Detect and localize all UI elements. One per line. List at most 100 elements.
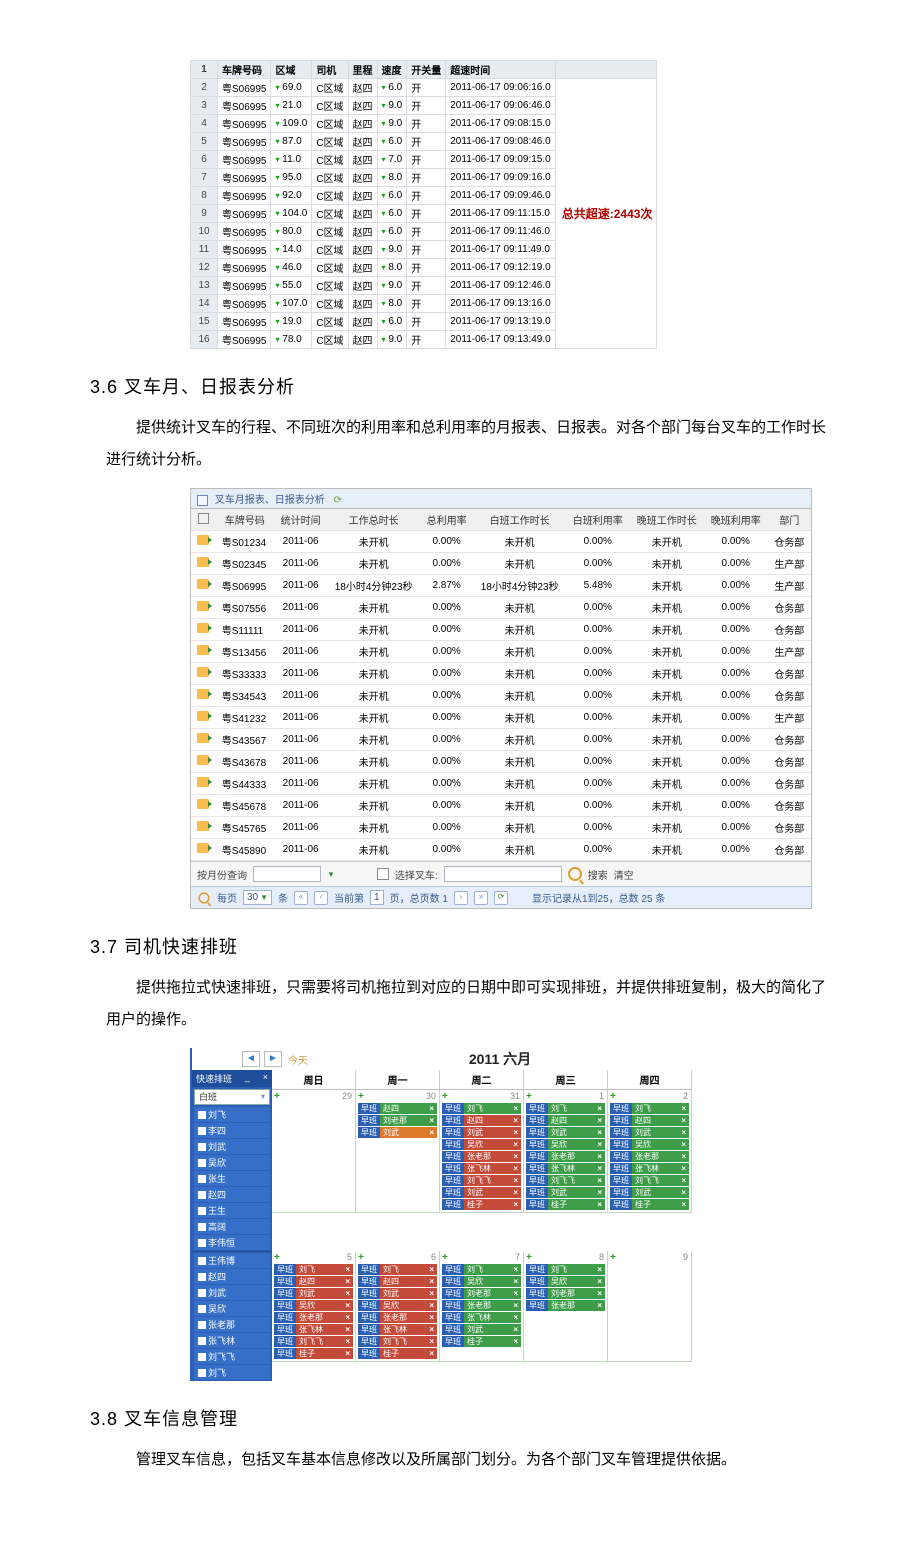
- shift-chip[interactable]: 早班刘武×: [358, 1288, 437, 1299]
- calendar-cell[interactable]: +1早班刘飞×早班赵四×早班刘武×早班吴欣×早班张老那×早班张飞林×早班刘飞飞×…: [524, 1090, 608, 1212]
- driver-item[interactable]: 赵四: [194, 1187, 270, 1202]
- add-icon[interactable]: +: [442, 1091, 448, 1102]
- shift-chip[interactable]: 早班吴欣×: [442, 1276, 521, 1287]
- shift-chip[interactable]: 早班刘武×: [610, 1187, 689, 1198]
- chip-close-icon[interactable]: ×: [597, 1151, 602, 1162]
- tab-refresh-icon[interactable]: ⟳: [334, 495, 342, 506]
- shift-chip[interactable]: 早班刘飞×: [442, 1103, 521, 1114]
- add-icon[interactable]: +: [610, 1252, 616, 1263]
- shift-chip[interactable]: 早班刘武×: [526, 1187, 605, 1198]
- driver-item[interactable]: 王生: [194, 1203, 270, 1218]
- shift-chip[interactable]: 早班张飞林×: [610, 1163, 689, 1174]
- chip-close-icon[interactable]: ×: [597, 1115, 602, 1126]
- shift-chip[interactable]: 早班刘飞飞×: [526, 1175, 605, 1186]
- driver-item[interactable]: 张生: [194, 1171, 270, 1186]
- chip-close-icon[interactable]: ×: [429, 1312, 434, 1323]
- chip-close-icon[interactable]: ×: [345, 1288, 350, 1299]
- pager-last[interactable]: »: [474, 891, 488, 905]
- driver-item[interactable]: 张老那: [194, 1317, 270, 1332]
- report-row[interactable]: 粤S443332011-06未开机0.00%未开机0.00%未开机0.00%仓务…: [191, 773, 811, 795]
- shift-chip[interactable]: 早班桂子×: [358, 1348, 437, 1359]
- calendar-cell[interactable]: +30早班赵四×早班刘老那×早班刘武×: [356, 1090, 440, 1212]
- shift-chip[interactable]: 早班桂子×: [274, 1348, 353, 1359]
- add-icon[interactable]: +: [274, 1091, 280, 1102]
- report-row[interactable]: 粤S333332011-06未开机0.00%未开机0.00%未开机0.00%仓务…: [191, 663, 811, 685]
- calendar-cell[interactable]: +29: [272, 1090, 356, 1212]
- add-icon[interactable]: +: [358, 1252, 364, 1263]
- report-row[interactable]: 粤S069952011-0618小时4分钟23秒2.87%18小时4分钟23秒5…: [191, 575, 811, 597]
- chip-close-icon[interactable]: ×: [681, 1127, 686, 1138]
- sched-next-button[interactable]: ►: [264, 1051, 282, 1067]
- report-row[interactable]: 粤S111112011-06未开机0.00%未开机0.00%未开机0.00%仓务…: [191, 619, 811, 641]
- chip-close-icon[interactable]: ×: [681, 1115, 686, 1126]
- driver-item[interactable]: 吴欣: [194, 1301, 270, 1316]
- chip-close-icon[interactable]: ×: [597, 1163, 602, 1174]
- search-icon[interactable]: [568, 867, 582, 881]
- report-row[interactable]: 粤S345432011-06未开机0.00%未开机0.00%未开机0.00%仓务…: [191, 685, 811, 707]
- report-row[interactable]: 粤S412322011-06未开机0.00%未开机0.00%未开机0.00%生产…: [191, 707, 811, 729]
- report-row[interactable]: 粤S457652011-06未开机0.00%未开机0.00%未开机0.00%仓务…: [191, 817, 811, 839]
- chip-close-icon[interactable]: ×: [429, 1264, 434, 1275]
- chip-close-icon[interactable]: ×: [513, 1139, 518, 1150]
- chip-close-icon[interactable]: ×: [597, 1199, 602, 1210]
- chip-close-icon[interactable]: ×: [513, 1103, 518, 1114]
- pager-perpage-select[interactable]: 30▼: [243, 890, 272, 905]
- shift-chip[interactable]: 早班赵四×: [526, 1115, 605, 1126]
- month-input[interactable]: [253, 866, 321, 882]
- driver-item[interactable]: 张飞林: [194, 1333, 270, 1348]
- pager-search-icon[interactable]: [198, 892, 209, 903]
- chip-close-icon[interactable]: ×: [597, 1127, 602, 1138]
- calendar-cell[interactable]: +31早班刘飞×早班赵四×早班刘武×早班吴欣×早班张老那×早班张飞林×早班刘飞飞…: [440, 1090, 524, 1212]
- chip-close-icon[interactable]: ×: [513, 1276, 518, 1287]
- shift-chip[interactable]: 早班吴欣×: [526, 1276, 605, 1287]
- shift-chip[interactable]: 早班张飞林×: [274, 1324, 353, 1335]
- report-row[interactable]: 粤S436782011-06未开机0.00%未开机0.00%未开机0.00%仓务…: [191, 751, 811, 773]
- report-row[interactable]: 粤S134562011-06未开机0.00%未开机0.00%未开机0.00%生产…: [191, 641, 811, 663]
- shift-chip[interactable]: 早班刘老那×: [526, 1288, 605, 1299]
- dropdown-icon[interactable]: ▼: [327, 870, 335, 879]
- chip-close-icon[interactable]: ×: [597, 1276, 602, 1287]
- sched-prev-button[interactable]: ◄: [242, 1051, 260, 1067]
- chip-close-icon[interactable]: ×: [345, 1324, 350, 1335]
- shift-chip[interactable]: 早班刘飞×: [358, 1264, 437, 1275]
- shift-chip[interactable]: 早班桂子×: [442, 1199, 521, 1210]
- chip-close-icon[interactable]: ×: [429, 1324, 434, 1335]
- shift-chip[interactable]: 早班刘飞飞×: [274, 1336, 353, 1347]
- chip-close-icon[interactable]: ×: [681, 1139, 686, 1150]
- shift-chip[interactable]: 早班刘飞飞×: [442, 1175, 521, 1186]
- driver-item[interactable]: 李四: [194, 1123, 270, 1138]
- shift-chip[interactable]: 早班张老那×: [610, 1151, 689, 1162]
- chip-close-icon[interactable]: ×: [429, 1115, 434, 1126]
- shift-chip[interactable]: 早班刘武×: [274, 1288, 353, 1299]
- chip-close-icon[interactable]: ×: [429, 1348, 434, 1359]
- shift-chip[interactable]: 早班刘武×: [358, 1127, 437, 1138]
- sched-today-button[interactable]: 今天: [288, 1052, 308, 1067]
- shift-chip[interactable]: 早班赵四×: [610, 1115, 689, 1126]
- choose-forklift-check[interactable]: [377, 868, 389, 880]
- pager-prev[interactable]: ‹: [314, 891, 328, 905]
- add-icon[interactable]: +: [526, 1091, 532, 1102]
- chip-close-icon[interactable]: ×: [345, 1276, 350, 1287]
- shift-chip[interactable]: 早班刘武×: [610, 1127, 689, 1138]
- chip-close-icon[interactable]: ×: [513, 1187, 518, 1198]
- shift-chip[interactable]: 早班刘飞×: [526, 1103, 605, 1114]
- report-row[interactable]: 粤S456782011-06未开机0.00%未开机0.00%未开机0.00%仓务…: [191, 795, 811, 817]
- driver-item[interactable]: 刘飞飞: [194, 1349, 270, 1364]
- shift-chip[interactable]: 早班赵四×: [442, 1115, 521, 1126]
- shift-chip[interactable]: 早班桂子×: [442, 1336, 521, 1347]
- shift-select[interactable]: 白班▾: [194, 1089, 270, 1105]
- add-icon[interactable]: +: [526, 1252, 532, 1263]
- shift-chip[interactable]: 早班刘武×: [442, 1127, 521, 1138]
- chip-close-icon[interactable]: ×: [513, 1336, 518, 1347]
- report-row[interactable]: 粤S012342011-06未开机0.00%未开机0.00%未开机0.00%仓务…: [191, 531, 811, 553]
- chip-close-icon[interactable]: ×: [513, 1151, 518, 1162]
- chip-close-icon[interactable]: ×: [597, 1264, 602, 1275]
- chip-close-icon[interactable]: ×: [513, 1127, 518, 1138]
- driver-item[interactable]: 刘武: [194, 1285, 270, 1300]
- calendar-cell[interactable]: +8早班刘飞×早班吴欣×早班刘老那×早班张老那×: [524, 1251, 608, 1361]
- chip-close-icon[interactable]: ×: [513, 1175, 518, 1186]
- add-icon[interactable]: +: [274, 1252, 280, 1263]
- chip-close-icon[interactable]: ×: [681, 1175, 686, 1186]
- report-col-check[interactable]: [191, 509, 216, 531]
- chip-close-icon[interactable]: ×: [681, 1163, 686, 1174]
